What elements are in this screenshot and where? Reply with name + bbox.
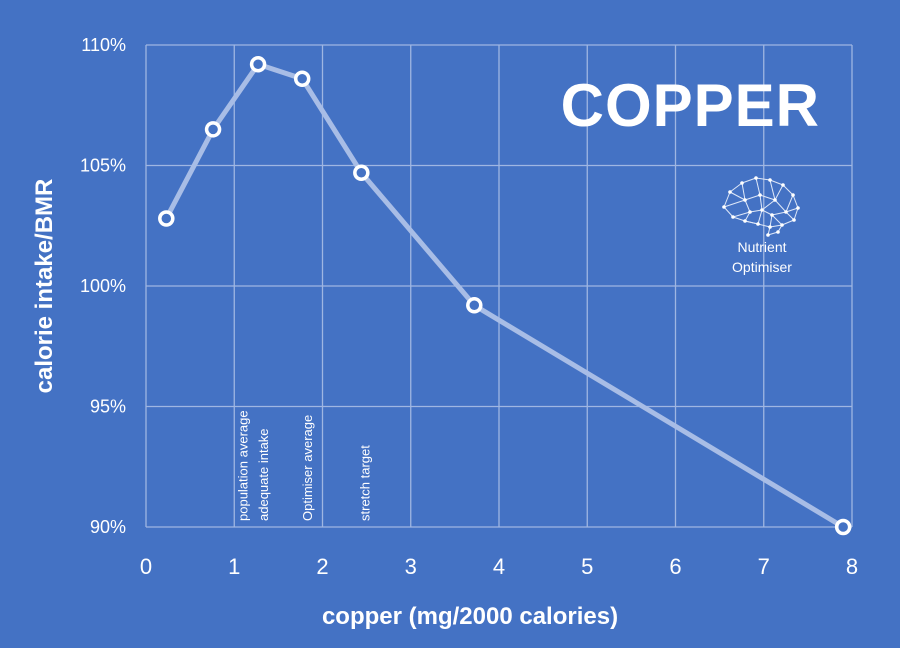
brain-link [744,199,751,213]
brain-link [782,184,794,196]
brain-node [766,233,770,237]
data-point [293,70,311,87]
brain-node [722,205,726,209]
brain-node [792,218,796,222]
brain-node [791,193,795,197]
brain-link [732,211,751,218]
brain-node [760,208,764,212]
brain-link [774,184,784,201]
data-point [249,56,267,73]
brain-node [728,190,732,194]
brain-link [769,224,783,228]
brain-node [748,210,752,214]
brain-node [796,206,800,210]
brain-link [771,211,787,216]
x-axis-label: copper (mg/2000 calories) [322,603,618,630]
brain-link [723,199,746,208]
brain-node [754,176,758,180]
brain-node [784,210,788,214]
x-tick-label: 1 [228,554,240,579]
brain-node [768,225,772,229]
brand-name-line1: Nutrient [737,239,786,255]
brain-node [768,178,772,182]
data-point [158,210,175,227]
data-point [353,164,370,181]
brain-link [729,191,746,201]
annotation-label: Optimiser average [300,415,315,521]
brain-node [743,198,747,202]
brain-link [741,182,746,201]
x-tick-label: 2 [316,554,328,579]
brain-link [757,223,771,228]
data-point [834,518,852,536]
brain-node [780,223,784,227]
annotation-label: population average [235,410,250,521]
x-axis-ticks: 0 1 2 3 4 5 6 7 8 [140,554,858,579]
brain-link [732,216,746,222]
brain-link [755,177,761,196]
brain-node [756,222,760,226]
brain-link [759,194,776,201]
annotation-label: adequate intake [256,428,271,521]
x-tick-label: 6 [669,554,681,579]
brain-node [781,183,785,187]
brain-link [769,179,784,186]
brain-link [761,199,776,211]
brain-link [729,182,743,193]
annotations: population average adequate intake Optimis… [235,410,372,521]
brain-link [755,177,771,181]
x-tick-label: 5 [581,554,593,579]
brain-node [776,230,780,234]
brain-link [785,194,794,213]
brain-link [741,177,757,184]
brain-link [774,199,787,213]
brain-link [793,207,799,221]
y-tick-label: 100% [80,276,126,296]
brain-link [744,194,761,201]
brain-link [759,194,763,211]
brain-link [771,214,783,226]
brain-node [740,181,744,185]
data-point [204,121,222,138]
brain-link [749,209,763,213]
brain-node [743,219,747,223]
brain-node [770,213,774,217]
brain-link [744,220,759,225]
brain-link [785,207,799,213]
y-tick-label: 95% [90,396,126,416]
x-tick-label: 0 [140,554,152,579]
y-tick-label: 105% [80,155,126,175]
brain-node [758,193,762,197]
brain-link [769,179,776,201]
brain-link [792,194,799,209]
brain-network-icon [722,176,800,237]
data-point [466,297,483,314]
y-tick-label: 110% [81,35,126,55]
gridlines [145,44,853,528]
x-tick-label: 3 [405,554,417,579]
x-tick-label: 8 [846,554,858,579]
brain-link [769,214,773,228]
y-axis-label: calorie intake/BMR [31,179,58,394]
brain-node [731,215,735,219]
chart-title: COPPER [561,72,820,139]
brain-link [781,219,795,226]
brain-link [785,211,795,221]
x-tick-label: 4 [493,554,505,579]
y-tick-label: 90% [90,517,126,537]
brain-link [723,191,731,208]
x-tick-label: 7 [758,554,770,579]
brain-link [757,209,763,225]
series [158,56,852,536]
annotation-label: stretch target [357,445,372,521]
brain-link [723,206,734,218]
brain-link [761,209,773,216]
brain-node [773,198,777,202]
y-axis-ticks: 110% 105% 100% 95% 90% [80,35,126,537]
brand-name-line2: Optimiser [732,259,792,275]
